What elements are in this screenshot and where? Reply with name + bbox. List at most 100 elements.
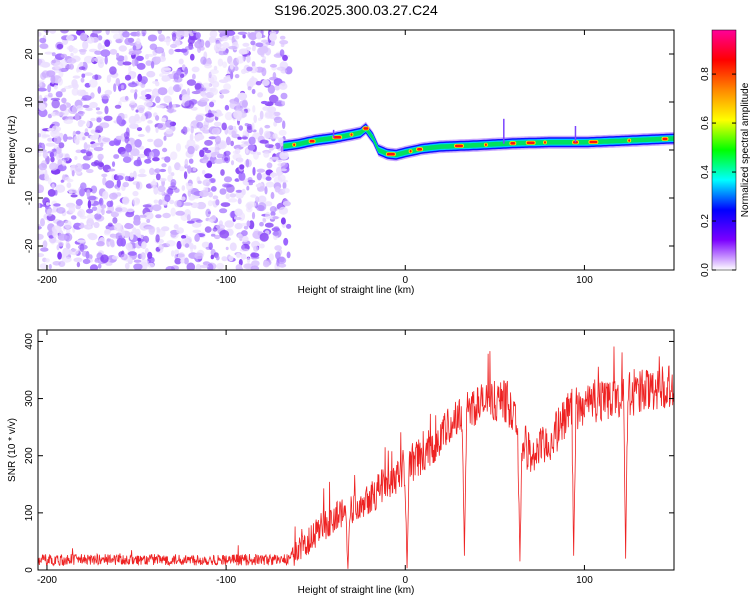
noise-blob <box>40 61 51 68</box>
noise-blob <box>76 261 81 268</box>
noise-blob <box>187 189 192 197</box>
noise-blob <box>165 266 175 270</box>
noise-blob <box>278 82 288 90</box>
noise-blob <box>147 138 154 143</box>
noise-blob <box>216 43 224 48</box>
noise-blob <box>93 221 100 229</box>
snr-y-label: SNR (10 * v/v) <box>7 418 18 482</box>
noise-blob <box>231 130 236 136</box>
noise-blob <box>266 162 273 169</box>
noise-blob <box>61 87 67 93</box>
noise-blob <box>104 39 111 47</box>
noise-blob <box>180 258 185 264</box>
noise-blob <box>230 140 235 147</box>
noise-blob <box>147 120 153 124</box>
noise-blob <box>75 149 82 154</box>
noise-blob <box>51 183 55 190</box>
noise-blob <box>61 256 72 263</box>
noise-blob <box>273 111 281 117</box>
ridge-hotspot <box>386 152 395 156</box>
noise-blob <box>78 244 88 250</box>
noise-blob <box>260 59 266 64</box>
noise-blob <box>85 151 93 157</box>
noise-blob <box>85 107 93 112</box>
noise-blob <box>128 50 136 56</box>
noise-blob <box>170 151 178 160</box>
noise-blob <box>223 151 227 157</box>
noise-blob <box>170 43 177 49</box>
noise-blob <box>133 159 143 167</box>
noise-blob <box>216 113 220 118</box>
noise-blob <box>96 241 105 247</box>
noise-blob <box>108 255 112 260</box>
noise-blob <box>162 147 168 153</box>
noise-blob <box>264 47 272 56</box>
noise-blob <box>57 77 63 86</box>
noise-blob <box>209 87 218 96</box>
y-tick-label: 200 <box>24 447 35 464</box>
noise-blob <box>196 201 207 210</box>
noise-blob <box>245 148 249 154</box>
noise-blob <box>147 34 158 42</box>
noise-blob <box>269 156 279 160</box>
noise-blob <box>202 179 211 187</box>
noise-blob <box>251 260 260 267</box>
colorbar: 0.0 0.2 0.4 0.6 0.8 Normalized spectral ampl… <box>700 29 750 277</box>
noise-blob <box>204 173 213 179</box>
noise-blob <box>270 211 276 217</box>
noise-blob <box>104 229 111 234</box>
noise-blob <box>282 181 287 190</box>
noise-blob <box>221 256 228 262</box>
noise-blob <box>205 40 211 48</box>
noise-blob <box>38 184 45 193</box>
noise-blob <box>57 241 64 247</box>
noise-blob <box>104 105 109 115</box>
noise-blob <box>176 68 182 76</box>
spectrogram-plot-area <box>38 30 293 270</box>
noise-blob <box>159 168 167 173</box>
noise-blob <box>38 94 43 101</box>
noise-blob <box>229 242 237 251</box>
noise-blob <box>281 179 289 183</box>
x-tick-label: -200 <box>37 275 57 286</box>
noise-blob <box>96 111 103 115</box>
noise-blob <box>86 168 94 174</box>
noise-blob <box>47 128 55 132</box>
noise-blob <box>93 146 104 152</box>
noise-blob <box>140 83 146 88</box>
noise-blob <box>262 260 270 268</box>
noise-blob <box>234 35 240 40</box>
noise-blob <box>238 125 243 131</box>
noise-blob <box>259 232 269 242</box>
noise-blob <box>209 69 219 75</box>
noise-blob <box>144 158 152 164</box>
ridge-hotspot <box>417 148 423 151</box>
noise-blob <box>146 70 156 78</box>
noise-blob <box>111 255 119 260</box>
noise-blob <box>144 111 152 119</box>
ridge-hotspot <box>526 141 535 145</box>
noise-blob <box>53 69 62 74</box>
noise-blob <box>99 122 110 129</box>
noise-blob <box>184 45 194 51</box>
noise-blob <box>105 210 112 214</box>
noise-blob <box>132 170 137 180</box>
noise-blob <box>194 233 200 242</box>
noise-blob <box>94 50 102 55</box>
noise-blob <box>38 133 42 138</box>
noise-blob <box>63 85 72 90</box>
noise-blob <box>136 55 144 62</box>
noise-blob <box>180 48 188 53</box>
noise-blob <box>178 58 184 65</box>
noise-blob <box>53 62 64 70</box>
noise-blob <box>241 188 246 196</box>
noise-blob <box>182 202 193 206</box>
noise-blob <box>132 45 137 51</box>
noise-blob <box>66 243 71 250</box>
noise-blob <box>153 199 159 204</box>
noise-blob <box>234 74 240 79</box>
noise-blob <box>264 186 268 195</box>
noise-blob <box>176 227 185 234</box>
noise-blob <box>174 48 183 53</box>
noise-blob <box>127 251 137 256</box>
